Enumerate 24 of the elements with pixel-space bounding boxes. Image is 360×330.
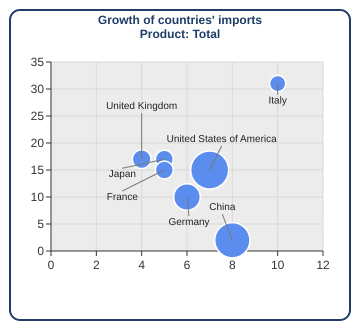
x-tick-label: 6 [184, 258, 191, 272]
chart-title: Growth of countries' imports [98, 13, 262, 27]
annotation: China [209, 202, 236, 214]
annotation: Germany [168, 217, 210, 228]
y-tick-label: 5 [37, 217, 44, 232]
x-tick-label: 10 [270, 258, 285, 272]
annotation: France [106, 192, 138, 203]
y-tick-label: 25 [30, 109, 44, 124]
y-tick-label: 35 [30, 55, 44, 70]
annotation: United States of America [166, 134, 278, 145]
y-tick-label: 15 [30, 163, 44, 178]
x-tick-label: 4 [138, 258, 146, 272]
x-tick-label: 8 [228, 258, 236, 272]
x-tick-label: 2 [92, 258, 100, 272]
y-tick-label: 10 [30, 190, 44, 204]
y-tick-label: 0 [37, 244, 44, 258]
y-tick-label: 30 [30, 82, 44, 96]
y-tick-label: 20 [30, 136, 44, 150]
x-tick-label: 0 [48, 258, 55, 272]
annotation: Italy [268, 96, 287, 107]
chart-subtitle: Product: Total [140, 27, 220, 41]
annotation: United Kingdom [106, 101, 178, 112]
annotation: Japan [108, 169, 136, 180]
x-tick-label: 12 [316, 258, 330, 272]
